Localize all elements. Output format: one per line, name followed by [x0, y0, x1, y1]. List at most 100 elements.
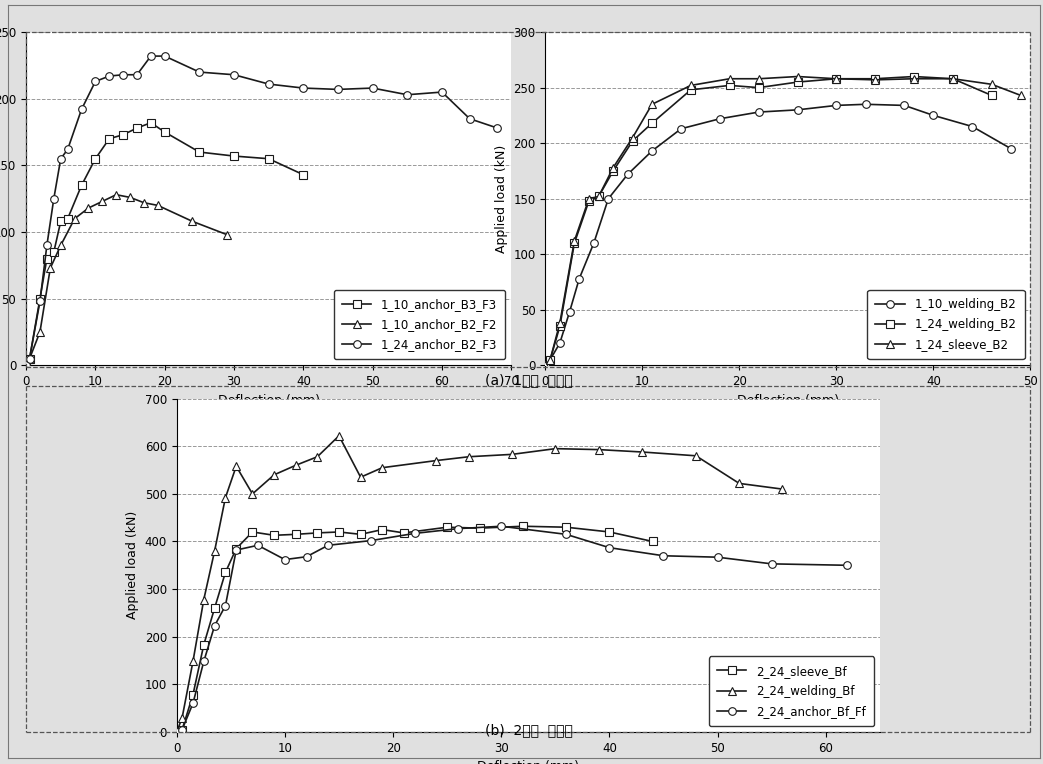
1_24_anchor_B2_F3	[463, 114, 476, 123]
1_10_anchor_B3_F3	[263, 154, 275, 163]
2_24_welding_Bf	[689, 452, 702, 461]
2_24_anchor_Bf_Ff	[409, 529, 421, 538]
2_24_anchor_Bf_Ff	[176, 725, 189, 734]
1_10_anchor_B2_F2	[221, 230, 234, 239]
1_24_anchor_B2_F3	[54, 154, 67, 163]
1_24_anchor_B2_F3	[332, 85, 344, 94]
1_24_anchor_B2_F3	[33, 296, 46, 306]
1_10_anchor_B2_F2	[124, 193, 137, 202]
1_24_welding_B2	[947, 74, 960, 83]
1_24_welding_B2	[554, 322, 566, 331]
1_24_anchor_B2_F3	[491, 124, 504, 133]
2_24_welding_Bf	[733, 479, 746, 488]
1_10_anchor_B2_F2	[82, 203, 95, 212]
2_24_welding_Bf	[375, 463, 388, 472]
1_24_welding_B2	[539, 361, 552, 370]
1_10_anchor_B2_F2	[33, 328, 46, 337]
2_24_anchor_Bf_Ff	[560, 529, 573, 539]
1_10_anchor_B3_F3	[48, 248, 60, 257]
2_24_sleeve_Bf	[209, 604, 221, 613]
Line: 2_24_sleeve_Bf: 2_24_sleeve_Bf	[173, 523, 656, 736]
2_24_welding_Bf	[506, 450, 518, 459]
1_10_welding_B2	[675, 124, 687, 133]
2_24_anchor_Bf_Ff	[209, 621, 221, 630]
1_24_welding_B2	[684, 86, 697, 95]
1_24_anchor_B2_F3	[41, 241, 53, 250]
1_24_anchor_B2_F3	[436, 88, 448, 97]
Y-axis label: Applied load (kN): Applied load (kN)	[126, 511, 139, 620]
1_24_sleeve_B2	[907, 74, 920, 83]
1_24_welding_B2	[869, 74, 881, 83]
1_24_sleeve_B2	[627, 133, 639, 142]
1_10_welding_B2	[587, 238, 600, 248]
1_10_welding_B2	[927, 111, 940, 120]
2_24_sleeve_Bf	[170, 727, 183, 736]
1_24_anchor_B2_F3	[89, 77, 101, 86]
Legend: 1_10_welding_B2, 1_24_welding_B2, 1_24_sleeve_B2: 1_10_welding_B2, 1_24_welding_B2, 1_24_s…	[867, 290, 1024, 359]
2_24_welding_Bf	[430, 456, 442, 465]
1_10_welding_B2	[563, 307, 576, 316]
1_10_anchor_B3_F3	[145, 118, 157, 128]
2_24_welding_Bf	[176, 713, 189, 722]
2_24_sleeve_Bf	[311, 529, 323, 538]
1_24_welding_B2	[543, 355, 556, 364]
1_10_anchor_B2_F2	[54, 241, 67, 250]
2_24_sleeve_Bf	[187, 690, 199, 699]
1_10_welding_B2	[752, 108, 765, 117]
2_24_welding_Bf	[635, 448, 648, 457]
Legend: 1_10_anchor_B3_F3, 1_10_anchor_B2_F2, 1_24_anchor_B2_F3: 1_10_anchor_B3_F3, 1_10_anchor_B2_F2, 1_…	[334, 290, 506, 359]
2_24_welding_Bf	[592, 445, 605, 454]
2_24_welding_Bf	[229, 461, 242, 471]
1_24_sleeve_B2	[539, 361, 552, 370]
1_24_anchor_B2_F3	[117, 70, 129, 79]
2_24_welding_Bf	[549, 444, 561, 453]
X-axis label: Deflection (mm): Deflection (mm)	[218, 393, 320, 406]
Line: 1_10_anchor_B2_F2: 1_10_anchor_B2_F2	[22, 191, 231, 369]
2_24_sleeve_Bf	[603, 527, 615, 536]
1_10_anchor_B3_F3	[103, 134, 116, 144]
1_10_anchor_B3_F3	[159, 128, 171, 137]
Line: 1_10_welding_B2: 1_10_welding_B2	[541, 101, 1015, 369]
2_24_welding_Bf	[290, 461, 302, 470]
1_24_sleeve_B2	[583, 194, 596, 203]
Text: 앵커  및  스플라이스  슬리브  타입: 앵커 및 스플라이스 슬리브 타입	[709, 432, 867, 447]
1_10_welding_B2	[539, 361, 552, 370]
2_24_anchor_Bf_Ff	[229, 545, 242, 555]
1_24_sleeve_B2	[607, 163, 620, 172]
1_10_welding_B2	[898, 101, 911, 110]
1_24_anchor_B2_F3	[75, 105, 88, 114]
2_24_welding_Bf	[246, 489, 259, 498]
Line: 1_24_sleeve_B2: 1_24_sleeve_B2	[541, 73, 1024, 369]
1_10_welding_B2	[646, 147, 658, 156]
2_24_anchor_Bf_Ff	[187, 699, 199, 708]
1_10_welding_B2	[1004, 144, 1017, 154]
2_24_anchor_Bf_Ff	[711, 552, 724, 562]
2_24_welding_Bf	[209, 546, 221, 555]
1_10_anchor_B2_F2	[44, 264, 56, 273]
1_10_welding_B2	[543, 355, 556, 364]
1_24_sleeve_B2	[554, 319, 566, 328]
1_24_welding_B2	[607, 167, 620, 176]
1_10_anchor_B2_F2	[96, 197, 108, 206]
1_10_welding_B2	[830, 101, 843, 110]
2_24_anchor_Bf_Ff	[197, 657, 210, 666]
2_24_anchor_Bf_Ff	[657, 551, 670, 560]
1_24_anchor_B2_F3	[103, 72, 116, 81]
1_24_sleeve_B2	[543, 355, 556, 364]
1_10_welding_B2	[573, 274, 585, 283]
1_10_anchor_B2_F2	[138, 198, 150, 207]
2_24_anchor_Bf_Ff	[322, 541, 335, 550]
2_24_welding_Bf	[197, 595, 210, 604]
2_24_sleeve_Bf	[197, 640, 210, 649]
1_10_anchor_B2_F2	[69, 214, 81, 223]
2_24_anchor_Bf_Ff	[495, 522, 508, 531]
1_10_anchor_B3_F3	[33, 294, 46, 303]
2_24_anchor_Bf_Ff	[603, 543, 615, 552]
1_24_welding_B2	[724, 81, 736, 90]
1_24_welding_B2	[592, 192, 605, 201]
1_24_anchor_B2_F3	[20, 361, 32, 370]
2_24_anchor_Bf_Ff	[251, 541, 264, 550]
1_10_welding_B2	[859, 100, 872, 109]
2_24_sleeve_Bf	[219, 568, 232, 577]
1_24_welding_B2	[792, 77, 804, 86]
